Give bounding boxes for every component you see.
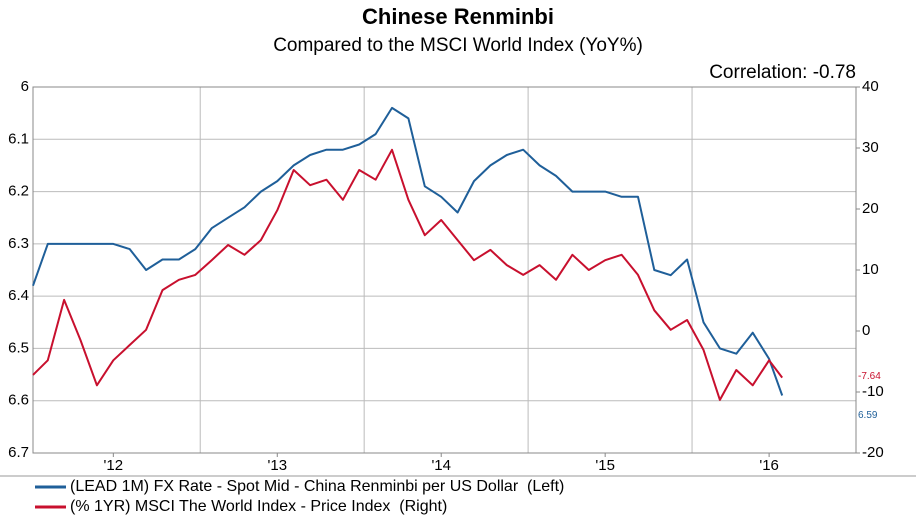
y-tick-label: 6.5 [8,339,29,356]
end-label: 6.59 [858,410,878,421]
series-line [32,148,783,401]
annotation: Correlation: -0.78 [709,62,856,83]
y-tick-label: 6.4 [8,287,29,304]
y2-tick-label: -20 [862,444,884,461]
legend-label: (LEAD 1M) FX Rate - Spot Mid - China Ren… [70,478,564,495]
end-label: -7.64 [858,371,881,382]
y-tick-label: 6.6 [8,392,29,409]
y2-tick-label: 40 [862,78,879,95]
legend-label: (% 1YR) MSCI The World Index - Price Ind… [70,498,447,515]
y-tick-label: 6.7 [8,444,29,461]
y-tick-label: 6.1 [8,130,29,147]
x-tick-label: '16 [759,457,779,474]
y-tick-label: 6.3 [8,235,29,252]
y2-tick-label: 0 [862,322,870,339]
chart-title: Chinese Renminbi [362,4,554,29]
y-tick-label: 6.2 [8,183,29,200]
y2-tick-label: 30 [862,139,879,156]
x-tick-label: '12 [104,457,124,474]
x-tick-label: '15 [595,457,615,474]
y2-tick-label: 10 [862,261,879,278]
y-tick-label: 6 [21,78,29,95]
x-tick-label: '14 [431,457,451,474]
y2-tick-label: 20 [862,200,879,217]
chart-subtitle: Compared to the MSCI World Index (YoY%) [273,35,643,56]
plot-frame [32,86,857,454]
x-tick-label: '13 [267,457,287,474]
series-line [32,106,784,396]
y2-tick-label: -10 [862,383,884,400]
